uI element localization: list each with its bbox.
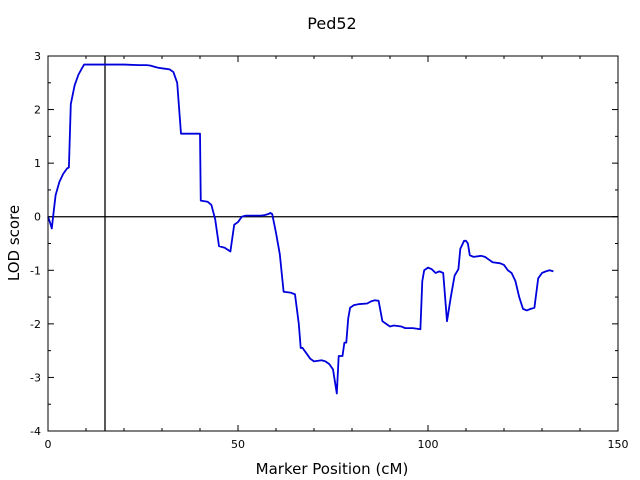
y-tick-label: 2 xyxy=(34,104,41,117)
plot-frame xyxy=(47,55,619,432)
x-axis-title: Marker Position (cM) xyxy=(256,460,409,478)
x-tick-label: 100 xyxy=(418,438,439,451)
plot-area: 0 50 100 150 -4 -3 -2 -1 0 1 2 3 xyxy=(30,50,628,451)
x-tick-label: 50 xyxy=(231,438,245,451)
y-tick-label: -2 xyxy=(30,318,41,331)
y-axis-title: LOD score xyxy=(5,205,23,281)
y-tick-label: 0 xyxy=(34,211,41,224)
y-tick-label: 1 xyxy=(34,157,41,170)
x-tick-label: 0 xyxy=(45,438,52,451)
x-tick-label: 150 xyxy=(608,438,629,451)
y-tick-label: -1 xyxy=(30,264,41,277)
y-tick-label: -4 xyxy=(30,425,41,438)
y-tick-label: 3 xyxy=(34,50,41,63)
chart-title: Ped52 xyxy=(307,14,356,33)
lod-series-line xyxy=(47,63,554,395)
y-tick-label: -3 xyxy=(30,371,41,384)
